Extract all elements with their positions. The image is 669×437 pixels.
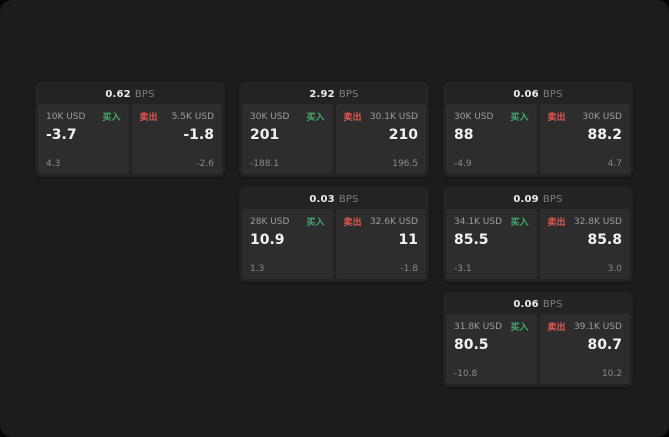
spread-header: 0.06 BPS — [446, 295, 630, 314]
spread-value: 2.92 — [309, 89, 335, 100]
buy-price: -3.7 — [46, 127, 77, 143]
buy-label: 买入 — [306, 218, 325, 228]
buy-panel[interactable]: 31.8K USD 买入 80.5 -10.8 — [446, 314, 537, 384]
buy-label: 买入 — [306, 113, 325, 123]
quote-card: 0.06 BPS 30K USD 买入 88 -4.9 卖出 30K USD — [443, 82, 633, 177]
buy-amount: 30K USD — [250, 111, 290, 122]
sell-panel[interactable]: 卖出 32.8K USD 85.8 3.0 — [539, 209, 630, 279]
sell-price: 11 — [398, 232, 418, 248]
spread-value: 0.09 — [513, 194, 539, 205]
sell-label: 卖出 — [343, 113, 362, 123]
sell-price: 210 — [388, 127, 418, 143]
buy-delta: 4.3 — [46, 159, 61, 169]
buy-amount: 28K USD — [250, 216, 290, 227]
buy-panel[interactable]: 30K USD 买入 88 -4.9 — [446, 104, 537, 174]
buy-price: 10.9 — [250, 232, 285, 248]
sell-panel[interactable]: 卖出 5.5K USD -1.8 -2.6 — [131, 104, 222, 174]
quote-card: 0.09 BPS 34.1K USD 买入 85.5 -3.1 卖出 32.8K… — [443, 187, 633, 282]
buy-amount: 34.1K USD — [454, 216, 503, 227]
sell-panel[interactable]: 卖出 30K USD 88.2 4.7 — [539, 104, 630, 174]
spread-header: 0.06 BPS — [446, 85, 630, 104]
quote-card: 0.06 BPS 31.8K USD 买入 80.5 -10.8 卖出 39.1… — [443, 292, 633, 387]
buy-delta: 1.3 — [250, 264, 265, 274]
sell-amount: 30.1K USD — [369, 111, 418, 122]
quote-panels: 28K USD 买入 10.9 1.3 卖出 32.6K USD 11 -1.8 — [242, 209, 426, 279]
buy-amount: 31.8K USD — [454, 321, 503, 332]
quote-card-grid: 0.62 BPS 10K USD 买入 -3.7 4.3 卖出 5.5K USD — [35, 82, 633, 387]
sell-label: 卖出 — [139, 113, 158, 123]
buy-label: 买入 — [510, 218, 529, 228]
buy-amount: 30K USD — [454, 111, 494, 122]
spread-unit: BPS — [542, 194, 563, 205]
sell-label: 卖出 — [547, 113, 566, 123]
sell-label: 卖出 — [547, 323, 566, 333]
sell-label: 卖出 — [343, 218, 362, 228]
spread-header: 0.62 BPS — [38, 85, 222, 104]
spread-unit: BPS — [338, 194, 359, 205]
spread-value: 0.06 — [513, 89, 539, 100]
sell-panel[interactable]: 卖出 39.1K USD 80.7 10.2 — [539, 314, 630, 384]
spread-unit: BPS — [542, 89, 563, 100]
buy-label: 买入 — [510, 323, 529, 333]
quote-panels: 30K USD 买入 88 -4.9 卖出 30K USD 88.2 4.7 — [446, 104, 630, 174]
sell-price: 80.7 — [587, 337, 622, 353]
spread-value: 0.06 — [513, 299, 539, 310]
sell-delta: 3.0 — [607, 264, 622, 274]
sell-label: 卖出 — [547, 218, 566, 228]
buy-delta: -10.8 — [454, 369, 478, 379]
sell-price: 85.8 — [587, 232, 622, 248]
sell-panel[interactable]: 卖出 30.1K USD 210 196.5 — [335, 104, 426, 174]
quote-card: 0.03 BPS 28K USD 买入 10.9 1.3 卖出 32.6K US… — [239, 187, 429, 282]
buy-panel[interactable]: 34.1K USD 买入 85.5 -3.1 — [446, 209, 537, 279]
buy-price: 80.5 — [454, 337, 489, 353]
spread-header: 0.03 BPS — [242, 190, 426, 209]
buy-delta: -4.9 — [454, 159, 472, 169]
sell-delta: -2.6 — [196, 159, 214, 169]
buy-panel[interactable]: 10K USD 买入 -3.7 4.3 — [38, 104, 129, 174]
spread-unit: BPS — [134, 89, 155, 100]
sell-price: 88.2 — [587, 127, 622, 143]
sell-amount: 32.6K USD — [369, 216, 418, 227]
spread-unit: BPS — [542, 299, 563, 310]
sell-delta: 196.5 — [392, 159, 418, 169]
buy-label: 买入 — [102, 113, 121, 123]
buy-delta: -188.1 — [250, 159, 280, 169]
buy-price: 85.5 — [454, 232, 489, 248]
sell-amount: 5.5K USD — [171, 111, 214, 122]
sell-amount: 39.1K USD — [573, 321, 622, 332]
buy-panel[interactable]: 28K USD 买入 10.9 1.3 — [242, 209, 333, 279]
quote-panels: 34.1K USD 买入 85.5 -3.1 卖出 32.8K USD 85.8… — [446, 209, 630, 279]
buy-amount: 10K USD — [46, 111, 86, 122]
sell-delta: 4.7 — [607, 159, 622, 169]
buy-delta: -3.1 — [454, 264, 472, 274]
sell-delta: 10.2 — [601, 369, 622, 379]
quote-card: 2.92 BPS 30K USD 买入 201 -188.1 卖出 30.1K … — [239, 82, 429, 177]
spread-value: 0.03 — [309, 194, 335, 205]
buy-price: 201 — [250, 127, 280, 143]
quote-card: 0.62 BPS 10K USD 买入 -3.7 4.3 卖出 5.5K USD — [35, 82, 225, 177]
spread-header: 2.92 BPS — [242, 85, 426, 104]
sell-amount: 32.8K USD — [573, 216, 622, 227]
buy-label: 买入 — [510, 113, 529, 123]
sell-panel[interactable]: 卖出 32.6K USD 11 -1.8 — [335, 209, 426, 279]
quote-panels: 30K USD 买入 201 -188.1 卖出 30.1K USD 210 1… — [242, 104, 426, 174]
quote-panels: 10K USD 买入 -3.7 4.3 卖出 5.5K USD -1.8 -2.… — [38, 104, 222, 174]
quote-panels: 31.8K USD 买入 80.5 -10.8 卖出 39.1K USD 80.… — [446, 314, 630, 384]
sell-amount: 30K USD — [582, 111, 622, 122]
sell-delta: -1.8 — [400, 264, 418, 274]
spread-unit: BPS — [338, 89, 359, 100]
spread-header: 0.09 BPS — [446, 190, 630, 209]
buy-panel[interactable]: 30K USD 买入 201 -188.1 — [242, 104, 333, 174]
spread-value: 0.62 — [105, 89, 131, 100]
buy-price: 88 — [454, 127, 474, 143]
sell-price: -1.8 — [183, 127, 214, 143]
